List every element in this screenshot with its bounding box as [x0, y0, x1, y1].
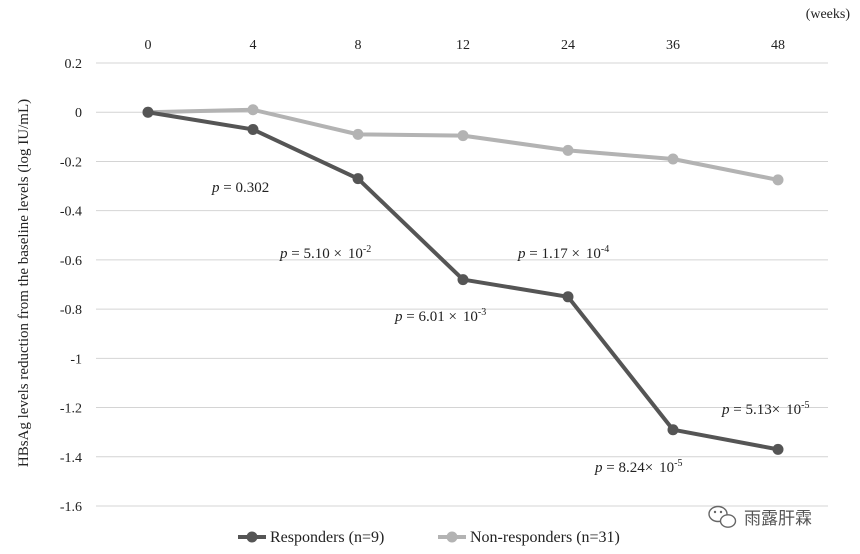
- y-tick-label: -0.4: [60, 205, 82, 220]
- legend-marker-non-responders: [446, 531, 458, 543]
- legend-label-responders: Responders (n=9): [270, 529, 384, 546]
- x-tick-label: 4: [250, 38, 257, 53]
- responders-point: [667, 424, 679, 436]
- x-axis-unit: (weeks): [806, 7, 851, 22]
- responders-point: [457, 274, 469, 286]
- non-responders-point: [457, 130, 469, 142]
- p-value-annotations: p = 0.302 p = 5.10 × 10-2 p = 6.01 × 10-3 p =…: [211, 180, 810, 476]
- legend: Responders (n=9) Non-responders (n=31): [238, 529, 620, 546]
- p-value-annotation: p = 6.01 × 10-3: [394, 307, 486, 325]
- y-tick-label: -1.4: [60, 451, 82, 466]
- y-axis-label: HBsAg levels reduction from the baseline…: [16, 99, 32, 467]
- non-responders-point: [562, 144, 574, 156]
- watermark: 雨露肝霖: [708, 505, 812, 529]
- p-value-annotation: p = 0.302: [211, 180, 269, 196]
- y-tick-label: -0.6: [60, 254, 82, 269]
- y-tick-label: 0.2: [65, 57, 83, 72]
- responders-point: [562, 291, 574, 303]
- watermark-text: 雨露肝霖: [744, 509, 812, 529]
- y-axis-ticks: 0.2 0 -0.2 -0.4 -0.6 -0.8 -1 -1.2 -1.4 -1.6: [60, 57, 82, 515]
- x-axis-ticks: 0 4 8 12 24 36 48: [145, 38, 786, 53]
- y-tick-label: 0: [75, 106, 82, 121]
- wechat-icon: [708, 505, 737, 528]
- legend-marker-responders: [246, 531, 258, 543]
- p-value-annotation: p = 5.10 × 10-2: [279, 244, 371, 262]
- non-responders-series-line: [147, 107, 779, 182]
- y-tick-label: -1.6: [60, 500, 82, 515]
- x-tick-label: 24: [561, 38, 575, 53]
- p-value-annotation: p = 1.17 × 10-4: [517, 244, 609, 262]
- responders-point: [352, 173, 364, 185]
- legend-label-non-responders: Non-responders (n=31): [470, 529, 620, 546]
- p-value-annotation: p = 5.13× 10-5: [721, 400, 810, 418]
- non-responders-point: [247, 104, 259, 116]
- x-tick-label: 0: [145, 38, 152, 53]
- responders-point: [142, 106, 154, 118]
- non-responders-point: [667, 153, 679, 165]
- responders-point: [772, 443, 784, 455]
- responders-point: [247, 123, 259, 135]
- series-lines: [142, 104, 784, 455]
- x-tick-label: 8: [355, 38, 362, 53]
- y-tick-label: -1: [70, 352, 82, 367]
- y-tick-label: -0.8: [60, 303, 82, 318]
- non-responders-point: [772, 174, 784, 186]
- non-responders-point: [352, 128, 364, 140]
- x-tick-label: 48: [771, 38, 785, 53]
- y-tick-label: -1.2: [60, 402, 82, 417]
- y-tick-label: -0.2: [60, 155, 82, 170]
- p-value-annotation: p = 8.24× 10-5: [594, 458, 683, 476]
- x-tick-label: 36: [666, 38, 680, 53]
- x-tick-label: 12: [456, 38, 470, 53]
